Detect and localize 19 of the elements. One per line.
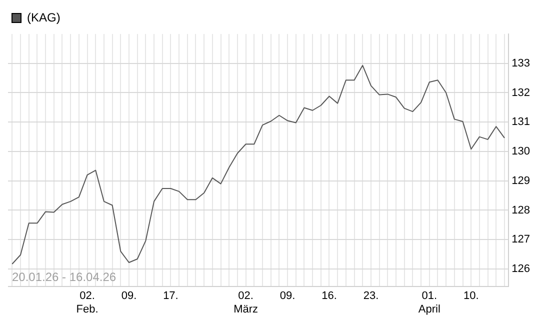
y-tick-label: 132 bbox=[512, 86, 530, 99]
x-tick-label: 09. bbox=[280, 290, 296, 302]
x-tick-label: 02. März bbox=[234, 290, 258, 316]
y-tick-label: 131 bbox=[512, 116, 530, 128]
x-tick-label: 16. bbox=[322, 290, 337, 302]
x-tick-label: 09. bbox=[121, 290, 137, 302]
x-tick-label: 02. Feb. bbox=[76, 290, 98, 316]
y-tick-label: 130 bbox=[512, 146, 530, 158]
x-tick-label: 17. bbox=[163, 290, 178, 302]
x-tick-label: 10. bbox=[463, 290, 479, 302]
x-tick-label: 23. bbox=[363, 290, 379, 302]
y-tick-label: 133 bbox=[512, 57, 530, 70]
x-tick-label: 01. April bbox=[418, 290, 440, 316]
annotation: 20.01.26 - 16.04.26 bbox=[12, 270, 116, 284]
y-tick-label: 127 bbox=[512, 234, 530, 246]
y-tick-label: 129 bbox=[512, 174, 530, 187]
y-tick-label: 126 bbox=[512, 263, 530, 276]
legend-label: (KAG) bbox=[27, 10, 60, 24]
y-tick-label: 128 bbox=[512, 204, 530, 216]
